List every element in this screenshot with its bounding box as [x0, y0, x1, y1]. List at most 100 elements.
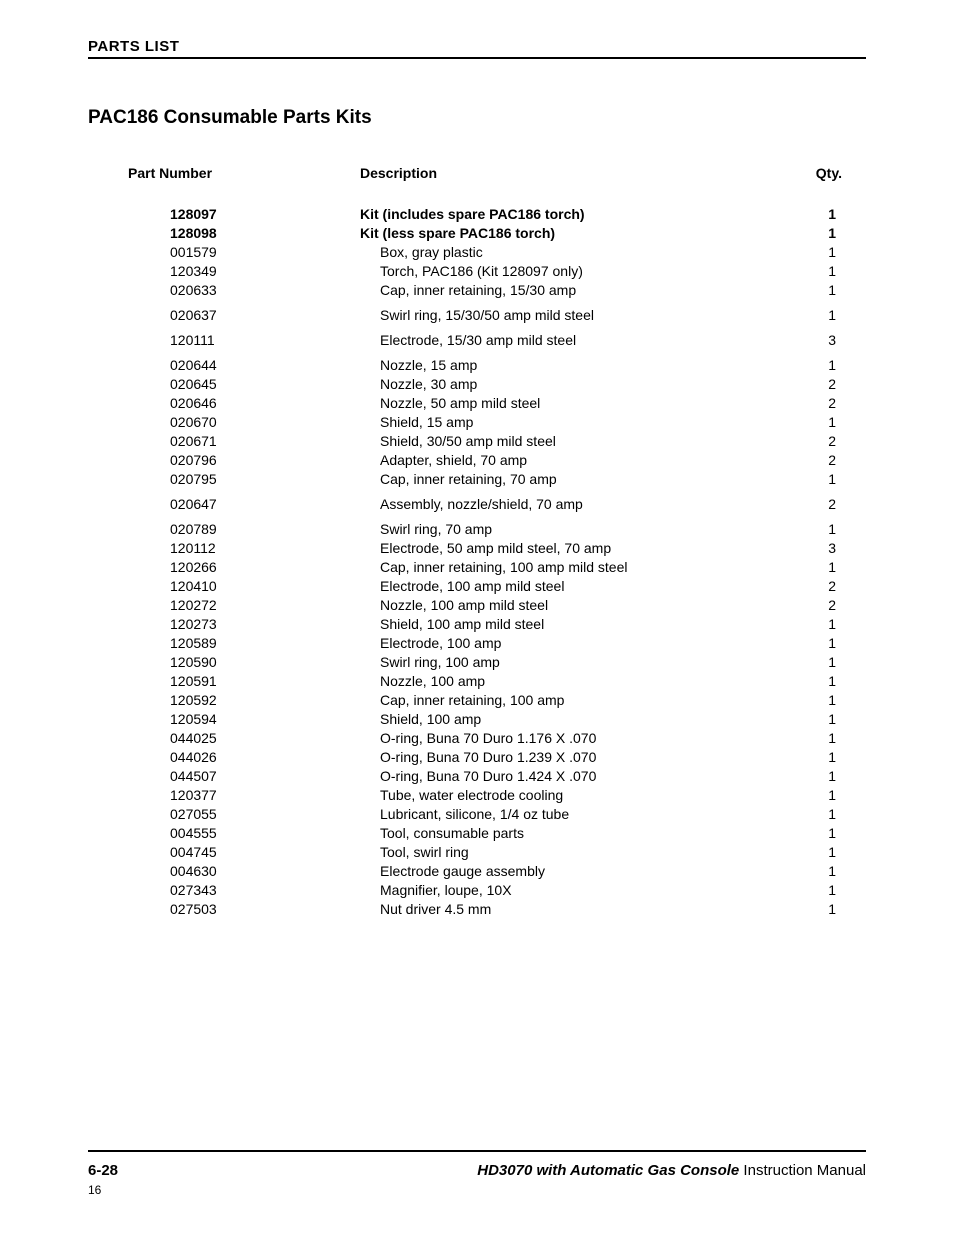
cell-qty: 1	[796, 729, 866, 748]
table-row: 004555Tool, consumable parts1	[128, 824, 866, 843]
cell-description: Nozzle, 100 amp	[360, 672, 796, 691]
cell-part-number: 120590	[128, 653, 360, 672]
cell-qty: 1	[796, 748, 866, 767]
cell-qty: 2	[796, 577, 866, 596]
cell-part-number: 120377	[128, 786, 360, 805]
cell-part-number: 027343	[128, 881, 360, 900]
cell-qty: 1	[796, 786, 866, 805]
cell-part-number: 004555	[128, 824, 360, 843]
cell-qty: 1	[796, 691, 866, 710]
cell-part-number: 120589	[128, 634, 360, 653]
parts-table: Part Number Description Qty. 128097Kit (…	[128, 165, 866, 919]
cell-part-number: 120592	[128, 691, 360, 710]
cell-description: Tool, swirl ring	[360, 843, 796, 862]
table-row: 120590Swirl ring, 100 amp1	[128, 653, 866, 672]
cell-part-number: 004745	[128, 843, 360, 862]
cell-part-number: 120591	[128, 672, 360, 691]
table-row: 120349Torch, PAC186 (Kit 128097 only)1	[128, 262, 866, 281]
cell-description: O-ring, Buna 70 Duro 1.176 X .070	[360, 729, 796, 748]
table-row: 020645Nozzle, 30 amp2	[128, 375, 866, 394]
cell-description: Electrode, 15/30 amp mild steel	[360, 331, 796, 350]
cell-part-number: 020796	[128, 451, 360, 470]
table-row: 020789Swirl ring, 70 amp1	[128, 520, 866, 539]
cell-part-number: 120410	[128, 577, 360, 596]
cell-description: Shield, 15 amp	[360, 413, 796, 432]
cell-description: Tool, consumable parts	[360, 824, 796, 843]
page-number: 6-28	[88, 1162, 118, 1179]
cell-description: Swirl ring, 100 amp	[360, 653, 796, 672]
cell-description: Cap, inner retaining, 100 amp mild steel	[360, 558, 796, 577]
table-row: 120266Cap, inner retaining, 100 amp mild…	[128, 558, 866, 577]
cell-description: Swirl ring, 70 amp	[360, 520, 796, 539]
page-footer: 6-28 HD3070 with Automatic Gas Console I…	[88, 1150, 866, 1197]
cell-qty: 2	[796, 394, 866, 413]
table-row: 027055Lubricant, silicone, 1/4 oz tube1	[128, 805, 866, 824]
cell-qty: 1	[796, 558, 866, 577]
table-row: 001579Box, gray plastic1	[128, 243, 866, 262]
cell-part-number: 120594	[128, 710, 360, 729]
table-row: 020670Shield, 15 amp1	[128, 413, 866, 432]
cell-qty: 1	[796, 634, 866, 653]
cell-part-number: 004630	[128, 862, 360, 881]
table-row: 020795Cap, inner retaining, 70 amp1	[128, 470, 866, 489]
cell-qty: 3	[796, 331, 866, 350]
cell-description: Kit (includes spare PAC186 torch)	[360, 205, 796, 224]
cell-description: Nozzle, 100 amp mild steel	[360, 596, 796, 615]
cell-description: Cap, inner retaining, 15/30 amp	[360, 281, 796, 300]
cell-part-number: 044025	[128, 729, 360, 748]
cell-part-number: 020671	[128, 432, 360, 451]
table-body: 128097Kit (includes spare PAC186 torch)1…	[128, 205, 866, 919]
table-row: 020796Adapter, shield, 70 amp2	[128, 451, 866, 470]
cell-part-number: 120273	[128, 615, 360, 634]
cell-part-number: 120111	[128, 331, 360, 350]
table-row: 027503Nut driver 4.5 mm1	[128, 900, 866, 919]
table-row: 120112Electrode, 50 amp mild steel, 70 a…	[128, 539, 866, 558]
cell-part-number: 128098	[128, 224, 360, 243]
cell-part-number: 120349	[128, 262, 360, 281]
cell-description: Shield, 100 amp	[360, 710, 796, 729]
footer-small-num: 16	[88, 1183, 866, 1197]
cell-part-number: 128097	[128, 205, 360, 224]
cell-qty: 1	[796, 224, 866, 243]
cell-description: Lubricant, silicone, 1/4 oz tube	[360, 805, 796, 824]
cell-qty: 1	[796, 243, 866, 262]
cell-qty: 1	[796, 900, 866, 919]
cell-qty: 1	[796, 413, 866, 432]
table-row: 120377Tube, water electrode cooling1	[128, 786, 866, 805]
table-row: 120594Shield, 100 amp1	[128, 710, 866, 729]
table-header-row: Part Number Description Qty.	[128, 165, 866, 181]
cell-part-number: 020789	[128, 520, 360, 539]
cell-qty: 1	[796, 306, 866, 325]
cell-description: Electrode, 100 amp mild steel	[360, 577, 796, 596]
header-description: Description	[360, 165, 796, 181]
cell-description: Nozzle, 50 amp mild steel	[360, 394, 796, 413]
footer-line: 6-28 HD3070 with Automatic Gas Console I…	[88, 1150, 866, 1179]
table-row: 120592Cap, inner retaining, 100 amp1	[128, 691, 866, 710]
cell-qty: 1	[796, 281, 866, 300]
header-part-number: Part Number	[128, 165, 360, 181]
cell-qty: 1	[796, 862, 866, 881]
footer-manual-label: Instruction Manual	[739, 1162, 866, 1179]
cell-part-number: 027055	[128, 805, 360, 824]
cell-description: Magnifier, loupe, 10X	[360, 881, 796, 900]
cell-description: Nozzle, 30 amp	[360, 375, 796, 394]
table-row: 020647Assembly, nozzle/shield, 70 amp2	[128, 495, 866, 514]
cell-qty: 1	[796, 881, 866, 900]
cell-description: Kit (less spare PAC186 torch)	[360, 224, 796, 243]
cell-qty: 2	[796, 432, 866, 451]
cell-part-number: 120266	[128, 558, 360, 577]
table-row: 044026O-ring, Buna 70 Duro 1.239 X .0701	[128, 748, 866, 767]
table-row: 120272Nozzle, 100 amp mild steel2	[128, 596, 866, 615]
header-qty: Qty.	[796, 165, 866, 181]
cell-description: Electrode, 100 amp	[360, 634, 796, 653]
cell-qty: 2	[796, 596, 866, 615]
cell-description: Swirl ring, 15/30/50 amp mild steel	[360, 306, 796, 325]
table-row: 120410Electrode, 100 amp mild steel2	[128, 577, 866, 596]
table-row: 027343Magnifier, loupe, 10X1	[128, 881, 866, 900]
cell-description: Tube, water electrode cooling	[360, 786, 796, 805]
table-row: 120273Shield, 100 amp mild steel1	[128, 615, 866, 634]
cell-part-number: 001579	[128, 243, 360, 262]
cell-description: Nut driver 4.5 mm	[360, 900, 796, 919]
cell-part-number: 020647	[128, 495, 360, 514]
cell-description: Cap, inner retaining, 100 amp	[360, 691, 796, 710]
